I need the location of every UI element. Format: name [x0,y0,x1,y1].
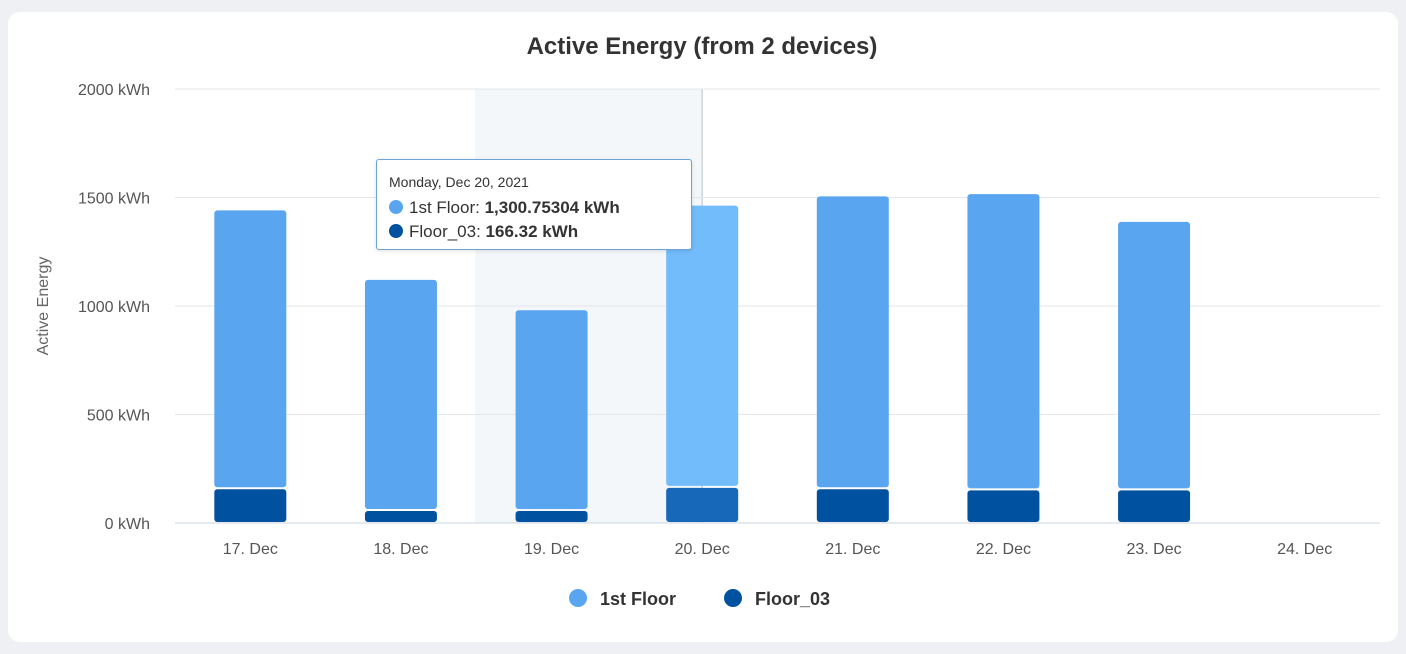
bar-floor-03-1 [364,510,437,522]
tooltip-row-1st-floor: 1st Floor: 1,300.75304 kWh [389,196,679,220]
legend-floor-03-icon [724,589,742,607]
bar-floor-03-5 [967,490,1040,522]
tooltip-label: Floor_03: [409,222,486,241]
y-tick-label: 1500 kWh [78,191,150,208]
tooltip-value: 1,300.75304 kWh [484,198,620,217]
tooltip-label: 1st Floor: [409,198,485,217]
x-tick-label: 20. Dec [675,541,730,558]
tooltip-row-floor-03: Floor_03: 166.32 kWh [389,220,679,244]
x-tick-label: 24. Dec [1277,541,1332,558]
chart-title: Active Energy (from 2 devices) [527,33,878,60]
bar-floor-03-2 [515,510,588,522]
bar-1st-floor-0 [214,210,287,488]
x-tick-label: 23. Dec [1126,541,1181,558]
legend-1st-floor-icon [569,589,587,607]
x-tick-label: 18. Dec [373,541,428,558]
y-tick-label: 500 kWh [87,408,150,425]
bar-1st-floor-2 [515,310,588,509]
bar-floor-03-6 [1118,490,1191,522]
x-tick-label: 19. Dec [524,541,579,558]
bar-1st-floor-4 [816,196,889,488]
bar-1st-floor-1 [364,279,437,509]
chart-tooltip: Monday, Dec 20, 2021 1st Floor: 1,300.75… [376,159,692,250]
bar-floor-03-0 [214,489,287,522]
first-floor-dot-icon [389,200,403,214]
x-tick-label: 22. Dec [976,541,1031,558]
y-axis-label: Active Energy [35,257,52,356]
legend-label: 1st Floor [600,589,676,609]
bar-1st-floor-6 [1118,221,1191,489]
y-tick-label: 1000 kWh [78,299,150,316]
legend-label: Floor_03 [755,589,830,609]
tooltip-value: 166.32 kWh [485,222,579,241]
bar-1st-floor-5 [967,194,1040,489]
x-tick-label: 17. Dec [223,541,278,558]
bar-1st-floor-3 [666,205,739,486]
floor-03-dot-icon [389,224,403,238]
bar-floor-03-4 [816,489,889,522]
x-tick-label: 21. Dec [825,541,880,558]
bar-floor-03-3 [666,487,739,522]
y-tick-label: 2000 kWh [78,82,150,99]
tooltip-date: Monday, Dec 20, 2021 [389,174,529,190]
y-tick-label: 0 kWh [105,516,150,533]
